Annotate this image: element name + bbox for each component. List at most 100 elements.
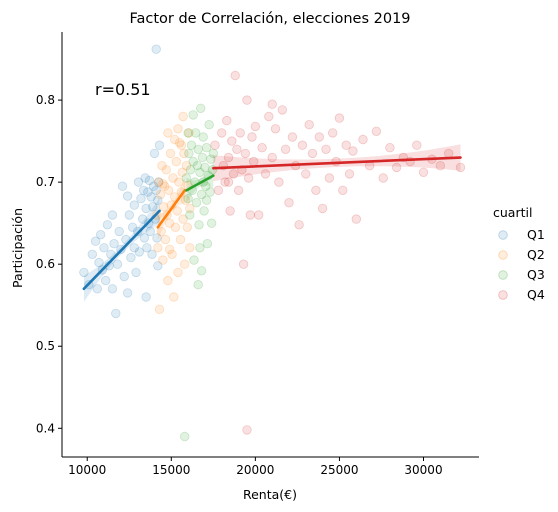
scatter-point-q1 [107,210,118,220]
scatter-point-q1 [122,288,133,298]
scatter-point-q4 [324,173,335,183]
scatter-point-q3 [186,140,197,150]
scatter-point-q1 [127,222,138,233]
x-tick-label: 10000 [68,463,106,477]
scatter-point-q2 [171,156,182,167]
scatter-point-q1 [114,226,124,237]
scatter-point-q1 [140,173,150,183]
scatter-point-q3 [205,187,215,197]
scatter-point-q3 [201,142,212,153]
scatter-point-q2 [176,140,187,150]
scatter-point-q4 [235,128,245,138]
scatter-point-q1 [147,249,157,260]
scatter-point-q1 [102,220,113,230]
scatter-point-q1 [136,193,146,204]
scatter-point-q4 [232,144,242,155]
scatter-point-q4 [351,214,362,224]
scatter-point-q4 [371,126,382,137]
scatter-point-q1 [99,243,109,253]
scatter-point-q3 [185,165,196,175]
scatter-point-q4 [297,140,308,150]
scatter-point-q1 [152,233,162,243]
scatter-point-q1 [109,238,119,249]
scatter-point-q3 [202,238,213,249]
scatter-point-q4 [294,220,304,230]
scatter-point-q2 [153,177,164,187]
scatter-point-q2 [168,173,178,183]
scatter-point-q4 [213,185,224,196]
legend: cuartil Q1 Q2 Q3 Q4 [493,205,545,302]
scatter-point-q1 [107,284,118,294]
scatter-point-q2 [167,249,177,260]
scatter-point-q4 [385,142,395,153]
scatter-point-q4 [242,425,252,435]
scatter-point-q2 [158,255,168,265]
scatter-point-q1 [151,44,161,54]
scatter-point-q4 [348,146,358,156]
scatter-point-q1 [117,181,128,191]
scatter-point-q1 [87,249,98,260]
legend-title: cuartil [493,205,532,220]
scatter-point-q2 [159,181,170,191]
scatter-point-q3 [208,148,219,159]
scatter-point-q4 [264,111,274,122]
scatter-point-q4 [270,124,281,134]
scatter-point-q2 [157,160,167,171]
scatter-point-q4 [435,160,446,171]
scatter-point-q3 [188,110,198,120]
scatter-point-q4 [334,113,345,123]
scatter-point-q3 [193,280,203,290]
y-tick-label: 0.4 [36,421,55,435]
legend-marker-q1 [498,230,508,240]
scatter-point-q3 [194,220,204,230]
scatter-point-q2 [174,138,185,148]
scatter-point-q1 [92,284,103,294]
scatter-point-q1 [129,200,140,210]
scatter-point-q4 [304,119,314,130]
scatter-point-q4 [240,148,251,159]
scatter-point-q3 [190,128,201,138]
scatter-point-q1 [124,210,135,220]
scatter-point-q3 [201,195,212,205]
scatter-point-q4 [284,197,294,208]
scatter-point-q3 [184,148,194,159]
scatter-point-q2 [182,222,193,233]
scatter-point-q4 [341,140,351,150]
scatter-point-q4 [245,210,256,220]
scatter-point-q4 [227,136,237,146]
scatter-point-q3 [207,165,218,175]
scatter-point-q1 [112,259,123,269]
scatter-point-q2 [160,234,171,245]
scatter-point-q3 [197,152,208,163]
legend-marker-q2 [498,250,508,260]
scatter-point-q1 [129,243,140,253]
scatter-point-q3 [200,162,210,173]
scatter-point-q2 [170,222,181,233]
scatter-point-q2 [178,111,188,122]
scatter-point-q1 [119,271,129,282]
scatter-point-q1 [111,308,121,319]
scatter-point-q1 [142,243,152,253]
y-tick-label: 0.6 [36,257,55,271]
scatter-point-q4 [238,259,249,269]
scatter-point-q2 [178,214,188,224]
scatter-point-q4 [243,173,254,183]
scatter-point-q3 [196,189,207,200]
scatter-point-q3 [179,431,190,442]
y-axis-title: Participación [10,208,25,288]
scatter-point-q4 [317,203,328,214]
scatter-point-q2 [163,275,173,286]
legend-label-q1: Q1 [527,227,545,242]
scatter-point-q2 [154,304,165,315]
scatter-point-q4 [250,121,261,132]
scatter-point-q2 [175,234,186,245]
chart-title: Factor de Correlación, elecciones 2019 [129,11,410,27]
scatter-point-q2 [173,267,183,278]
scatter-point-q1 [153,195,163,205]
scatter-point-q1 [133,177,144,187]
scatter-point-q4 [444,148,454,159]
scatter-point-q1 [138,185,149,196]
scatter-point-q4 [216,128,227,138]
scatter-point-q1 [134,247,145,257]
